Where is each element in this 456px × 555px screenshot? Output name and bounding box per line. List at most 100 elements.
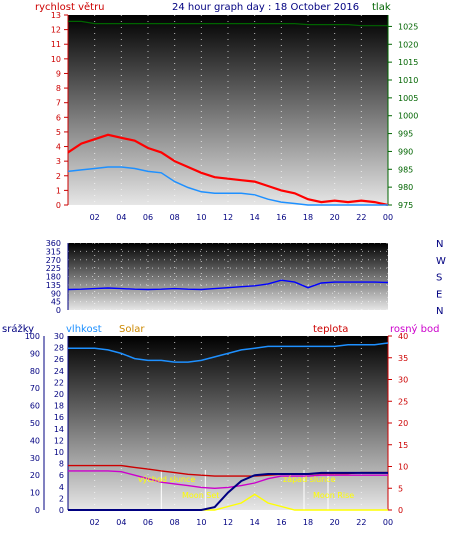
compass-label: E xyxy=(436,289,442,300)
pressure-ytick-label: 1000 xyxy=(398,112,418,121)
direction-ytick-label: 0 xyxy=(56,306,61,315)
direction-ytick-label: 225 xyxy=(46,264,61,273)
pressure-ytick-label: 1020 xyxy=(398,40,418,49)
temperature-ytick-label: 15 xyxy=(398,441,408,450)
pressure-ytick-label: 1005 xyxy=(398,94,418,103)
temperature-ytick-label: 30 xyxy=(398,376,408,385)
humidity-ytick-label: 26 xyxy=(54,355,64,364)
humidity-ytick-label: 20 xyxy=(54,390,64,399)
humidity-ytick-label: 4 xyxy=(59,483,64,492)
humidity-ytick-label: 12 xyxy=(54,436,64,445)
p1-xtick-label: 14 xyxy=(250,213,260,222)
humidity-ytick-label: 16 xyxy=(54,413,64,422)
pressure-ytick-label: 1015 xyxy=(398,58,418,67)
p3-xtick-label: 16 xyxy=(276,518,286,527)
humidity-ytick-label: 18 xyxy=(54,402,64,411)
humidity-ytick-label: 0 xyxy=(59,506,64,515)
p3-xtick-label: 20 xyxy=(330,518,340,527)
rain-ytick-label: 40 xyxy=(30,436,40,445)
wind-speed-label: rychlost větru xyxy=(35,1,105,13)
p3-xtick-label: 10 xyxy=(196,518,206,527)
wind-ytick-label: 1 xyxy=(56,186,61,195)
p1-xtick-label: 00 xyxy=(383,213,393,222)
dewpoint-line xyxy=(68,470,388,490)
direction-ytick-label: 90 xyxy=(51,289,61,298)
p3-xtick-label: 14 xyxy=(250,518,260,527)
rain-ytick-label: 90 xyxy=(30,349,40,358)
p1-xtick-label: 08 xyxy=(170,213,180,222)
p1-xtick-label: 02 xyxy=(90,213,100,222)
p1-xtick-label: 12 xyxy=(223,213,233,222)
wind-direction-line xyxy=(67,279,389,291)
pressure-ytick-label: 995 xyxy=(398,130,413,139)
humidity-ytick-label: 30 xyxy=(54,332,64,341)
p3-xtick-label: 00 xyxy=(383,518,393,527)
p1-xtick-label: 22 xyxy=(356,213,366,222)
humidity-label: vlhkost xyxy=(66,324,102,335)
temperature-humidity-plot-area xyxy=(68,336,388,510)
p1-xtick-label: 10 xyxy=(196,213,206,222)
compass-label: W xyxy=(436,256,446,267)
compass-label: N xyxy=(436,239,443,250)
moonrise-annotation: Moon Rise xyxy=(313,491,354,500)
rain-label: srážky xyxy=(2,323,34,335)
p1-xtick-label: 18 xyxy=(303,213,313,222)
pressure-line xyxy=(68,20,388,27)
p1-xtick-label: 04 xyxy=(116,213,126,222)
p3-xtick-label: 02 xyxy=(90,518,100,527)
sunrise-annotation: východ slunce xyxy=(138,475,195,484)
pressure-ytick-label: 980 xyxy=(398,183,413,192)
wind-ytick-label: 12 xyxy=(51,26,61,35)
pressure-ytick-label: 985 xyxy=(398,165,413,174)
rain-ytick-label: 60 xyxy=(30,402,40,411)
wind-gust-line xyxy=(67,133,389,207)
humidity-ytick-label: 2 xyxy=(59,494,64,503)
wind-pressure-plot-area xyxy=(68,15,388,205)
rain-ytick-label: 10 xyxy=(30,489,40,498)
humidity-ytick-label: 8 xyxy=(59,460,64,469)
solar-label: Solar xyxy=(119,324,145,335)
temperature-ytick-label: 0 xyxy=(398,506,403,515)
humidity-line xyxy=(68,342,389,363)
p3-xtick-label: 06 xyxy=(143,518,153,527)
wind-average-line xyxy=(67,166,388,206)
wind-ytick-label: 7 xyxy=(56,99,61,108)
wind-ytick-label: 10 xyxy=(51,55,61,64)
direction-ytick-label: 315 xyxy=(46,247,61,256)
temperature-ytick-label: 35 xyxy=(398,354,408,363)
direction-ytick-label: 360 xyxy=(46,239,61,248)
p3-xtick-label: 22 xyxy=(356,518,366,527)
rain-ytick-label: 70 xyxy=(30,384,40,393)
temperature-ytick-label: 25 xyxy=(398,397,408,406)
wind-ytick-label: 4 xyxy=(56,143,61,152)
temperature-ytick-label: 10 xyxy=(398,463,408,472)
graph-title: 24 hour graph day : 18 October 2016 xyxy=(172,2,359,13)
wind-ytick-label: 3 xyxy=(56,157,61,166)
wind-ytick-label: 11 xyxy=(51,40,61,49)
temperature-label: teplota xyxy=(313,324,348,335)
sunset-annotation: západ slunce xyxy=(283,475,336,484)
direction-ytick-label: 45 xyxy=(51,298,61,307)
rain-ytick-label: 20 xyxy=(30,471,40,480)
wind-ytick-label: 2 xyxy=(56,172,61,181)
direction-ytick-label: 135 xyxy=(46,281,61,290)
p3-xtick-label: 18 xyxy=(303,518,313,527)
rain-ytick-label: 80 xyxy=(30,367,40,376)
rain-ytick-label: 30 xyxy=(30,454,40,463)
p3-xtick-label: 08 xyxy=(170,518,180,527)
pressure-ytick-label: 990 xyxy=(398,147,413,156)
humidity-ytick-label: 28 xyxy=(54,344,64,353)
humidity-ytick-label: 14 xyxy=(54,425,64,434)
wind-ytick-label: 0 xyxy=(56,201,61,210)
wind-ytick-label: 6 xyxy=(56,113,61,122)
direction-ytick-label: 270 xyxy=(46,256,61,265)
humidity-ytick-label: 6 xyxy=(59,471,64,480)
pressure-ytick-label: 1025 xyxy=(398,22,418,31)
wind-ytick-label: 8 xyxy=(56,84,61,93)
dewpoint-label: rosný bod xyxy=(390,323,439,335)
pressure-label: tlak xyxy=(372,2,391,13)
p3-xtick-label: 04 xyxy=(116,518,126,527)
direction-ytick-label: 180 xyxy=(46,273,61,282)
rain-accumulation-line xyxy=(68,471,388,511)
